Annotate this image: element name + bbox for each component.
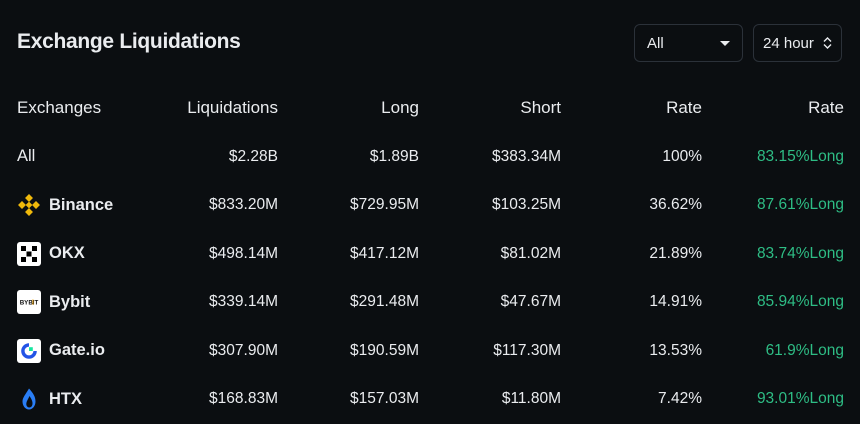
gateio-icon [17, 338, 41, 363]
up-down-chevron-icon [823, 37, 832, 49]
short-value: $117.30M [493, 341, 561, 359]
exchange-cell: HTX [17, 387, 140, 411]
liquidations-table: Exchanges Liquidations Long Short Rate R… [0, 84, 844, 424]
table-row[interactable]: OKX $498.14M $417.12M $81.02M 21.89% 83.… [0, 230, 844, 279]
liquidations-value: $307.90M [209, 341, 278, 359]
long-rate-value: 87.61%Long [756, 196, 844, 214]
column-header-exchanges: Exchanges [17, 98, 102, 118]
long-rate-value: 83.15%Long [756, 147, 844, 165]
bybit-icon: BYBIT [17, 290, 41, 315]
long-rate-value: 93.01%Long [756, 390, 844, 408]
time-range-select[interactable]: 24 hour [753, 24, 842, 62]
long-value: $417.12M [350, 244, 419, 262]
table-row[interactable]: Binance $833.20M $729.95M $103.25M 36.62… [0, 181, 844, 230]
liquidations-value: $498.14M [209, 244, 278, 262]
table-row[interactable]: HTX $168.83M $157.03M $11.80M 7.42% 93.0… [0, 375, 844, 424]
column-header-long: Long [381, 98, 419, 118]
long-value: $291.48M [350, 293, 419, 311]
long-rate-value: 85.94%Long [756, 293, 844, 311]
exchange-name: HTX [49, 389, 82, 408]
htx-icon [17, 387, 41, 411]
column-header-liquidations: Liquidations [187, 98, 278, 118]
exchange-filter-value: All [647, 34, 664, 52]
short-value: $103.25M [492, 196, 561, 214]
exchange-name: OKX [49, 244, 85, 263]
long-rate-value: 83.74%Long [756, 244, 844, 262]
exchange-name: All [17, 147, 36, 166]
time-range-value: 24 hour [763, 34, 814, 52]
exchange-cell: Gate.io [17, 338, 140, 363]
long-value: $1.89B [369, 147, 419, 165]
table-header-row: Exchanges Liquidations Long Short Rate R… [0, 84, 844, 133]
short-value: $383.34M [492, 147, 561, 165]
panel-title: Exchange Liquidations [17, 30, 241, 53]
rate-value: 100% [662, 147, 702, 165]
exchange-name: Bybit [49, 292, 91, 311]
column-header-long-rate: Rate [808, 98, 844, 118]
exchange-filter-select[interactable]: All [634, 24, 743, 62]
exchange-cell: OKX [17, 241, 140, 266]
rate-value: 21.89% [649, 244, 702, 262]
long-value: $190.59M [350, 341, 419, 359]
rate-value: 14.91% [649, 293, 702, 311]
exchange-cell: BYBIT Bybit [17, 290, 140, 315]
short-value: $11.80M [501, 390, 561, 408]
long-value: $729.95M [350, 196, 419, 214]
liquidations-value: $339.14M [209, 293, 278, 311]
binance-icon [17, 193, 41, 217]
chevron-down-icon [720, 40, 730, 46]
okx-icon [17, 241, 41, 266]
short-value: $81.02M [500, 244, 561, 262]
exchange-cell: Binance [17, 193, 140, 217]
table-row[interactable]: BYBIT Bybit $339.14M $291.48M $47.67M 14… [0, 278, 844, 327]
liquidations-value: $833.20M [209, 196, 278, 214]
exchange-name: Binance [49, 195, 114, 214]
rate-value: 36.62% [649, 196, 702, 214]
long-value: $157.03M [350, 390, 419, 408]
table-row[interactable]: All $2.28B $1.89B $383.34M 100% 83.15%Lo… [0, 133, 844, 182]
short-value: $47.67M [500, 293, 561, 311]
rate-value: 13.53% [649, 341, 702, 359]
column-header-short: Short [520, 98, 561, 118]
liquidations-value: $2.28B [228, 147, 278, 165]
table-row[interactable]: Gate.io $307.90M $190.59M $117.30M 13.53… [0, 327, 844, 376]
column-header-rate: Rate [666, 98, 702, 118]
rate-value: 7.42% [658, 390, 702, 408]
bybit-logo-text: BYBIT [20, 300, 39, 307]
long-rate-value: 61.9%Long [765, 341, 844, 359]
exchange-name: Gate.io [49, 341, 105, 360]
liquidations-value: $168.83M [209, 390, 278, 408]
